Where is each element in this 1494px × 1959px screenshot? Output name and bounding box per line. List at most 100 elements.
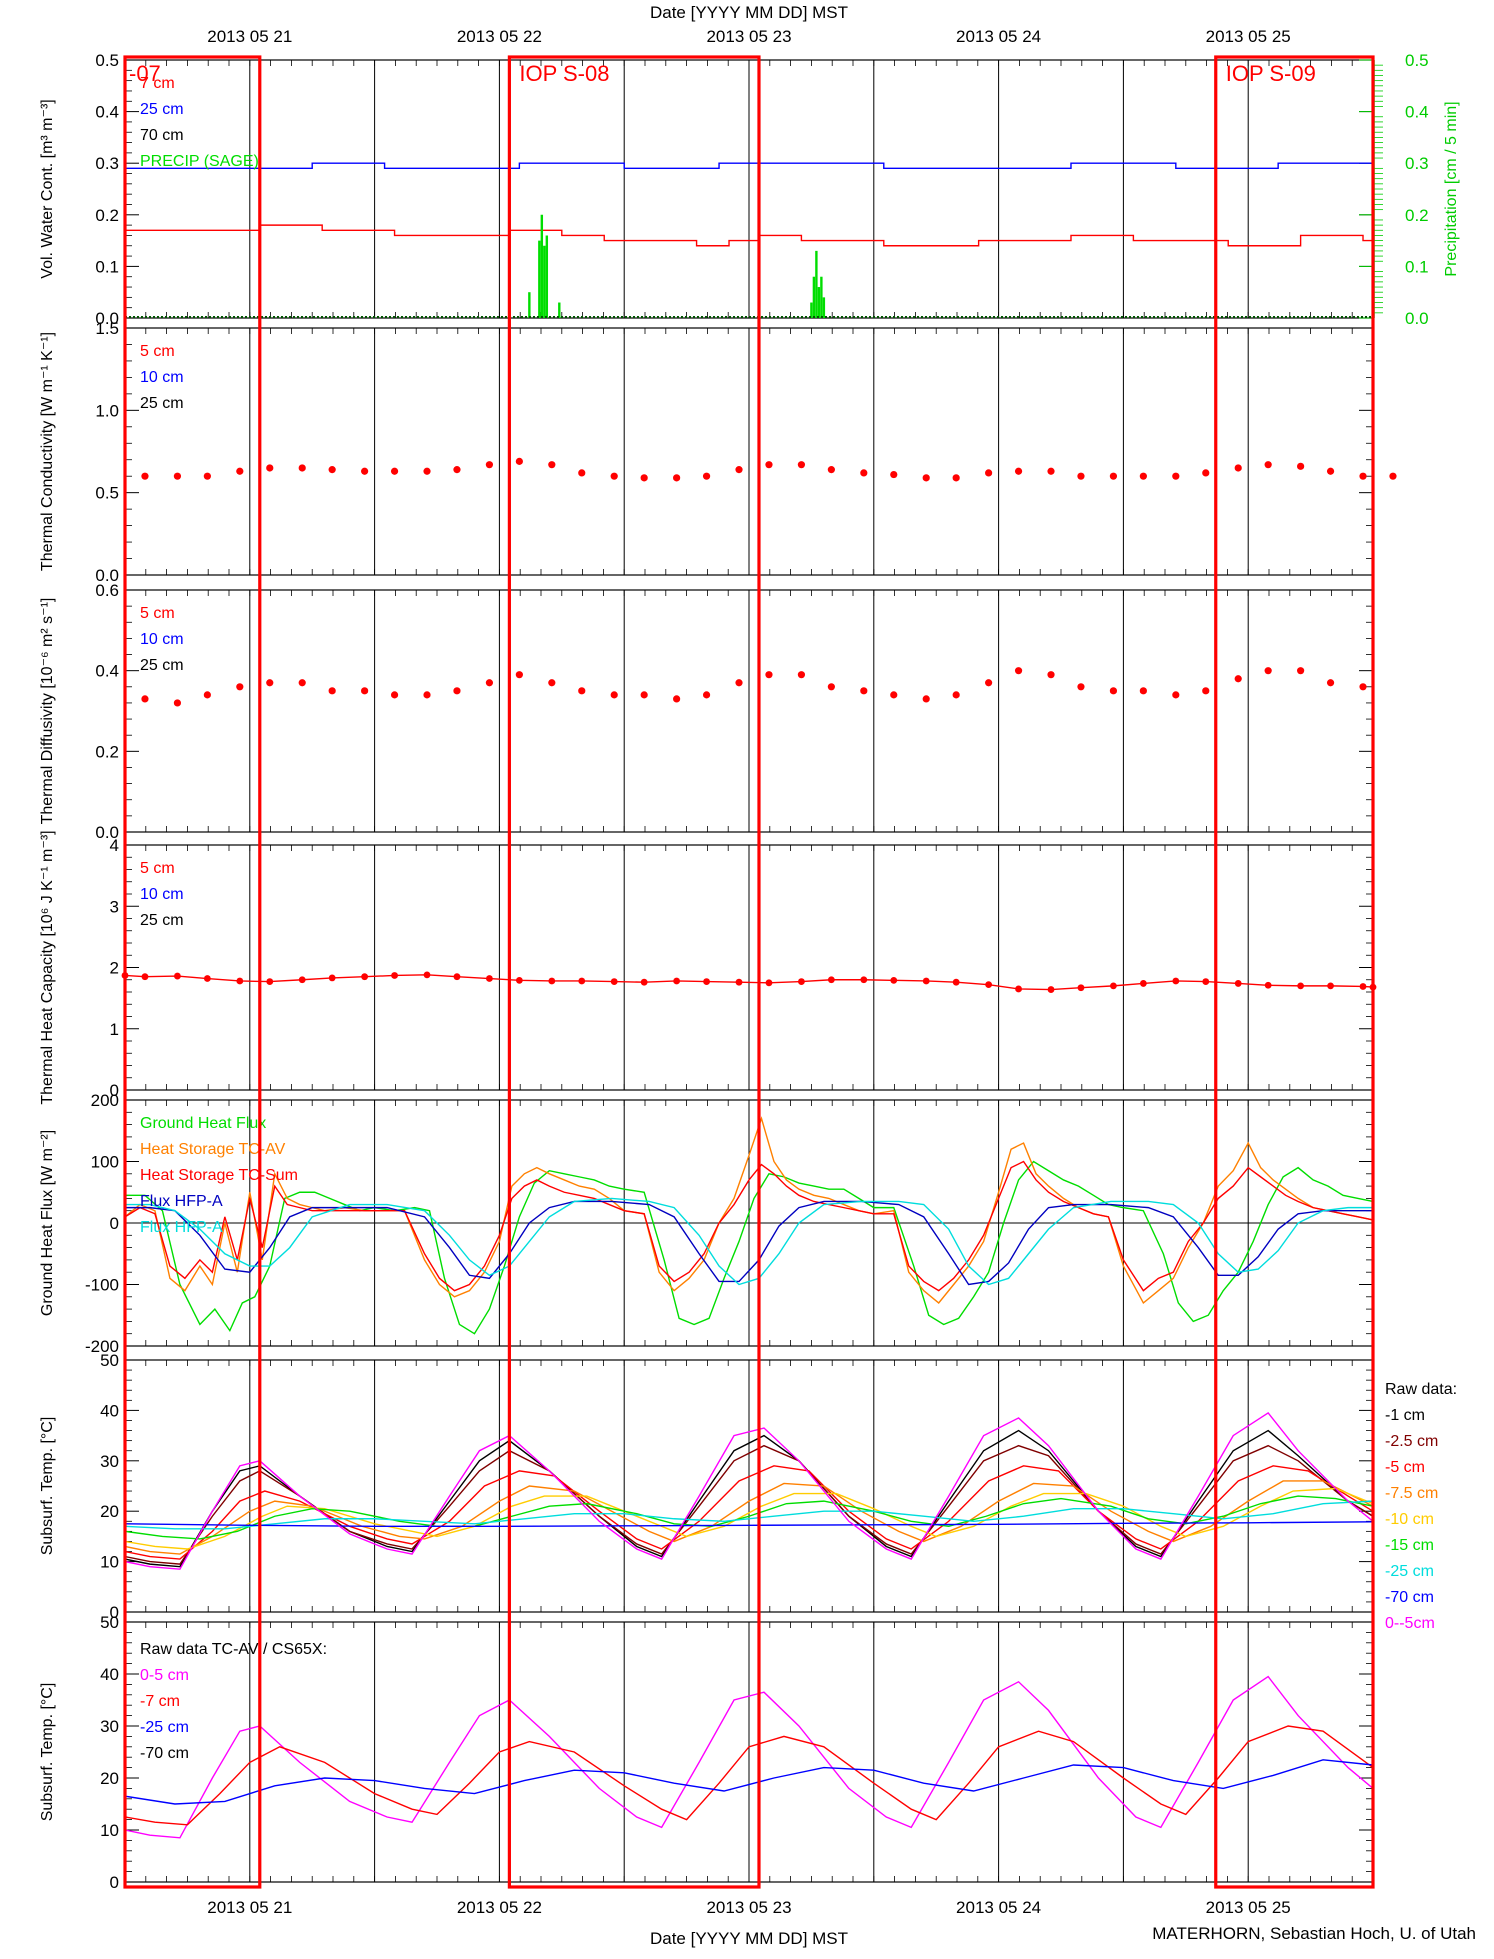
data-point	[1047, 467, 1055, 475]
data-point	[1109, 687, 1118, 695]
data-point	[390, 467, 399, 475]
data-point	[1077, 472, 1085, 480]
data-point	[673, 695, 681, 703]
legend-entry: 5 cm	[140, 343, 175, 360]
legend-entry: Ground Heat Flux	[140, 1115, 266, 1132]
data-point	[203, 691, 211, 699]
data-point	[1234, 675, 1242, 683]
data-point	[578, 687, 586, 695]
data-point	[1172, 977, 1180, 985]
data-point	[298, 976, 306, 984]
top-date-tick-label: 2013 05 22	[457, 27, 542, 46]
legend-entry: 25 cm	[140, 395, 184, 412]
data-point	[298, 464, 306, 472]
y-tick-label: 40	[100, 1665, 119, 1684]
legend-entry: 10 cm	[140, 886, 184, 903]
data-point	[765, 979, 773, 987]
data-point	[236, 977, 244, 985]
data-point	[1110, 982, 1117, 990]
y-tick-label: 0.4	[95, 662, 119, 681]
y-axis-label: Thermal Heat Capacity [10⁶ J K⁻¹ m⁻³]	[39, 830, 56, 1104]
data-point	[548, 977, 556, 985]
data-point	[1359, 983, 1367, 990]
bottom-date-tick-label: 2013 05 22	[457, 1898, 542, 1917]
y-tick-label: 50	[100, 1351, 119, 1370]
y-tick-label: 2	[110, 959, 119, 978]
data-point	[328, 466, 336, 474]
legend-entry: -25 cm	[1385, 1563, 1434, 1580]
legend-entry: Flux HFP-A	[140, 1193, 223, 1210]
legend-entry: -5 cm	[1385, 1459, 1425, 1476]
top-date-tick-label: 2013 05 25	[1206, 27, 1291, 46]
series-line	[124, 1411, 1374, 1570]
data-point	[1014, 467, 1023, 475]
y-tick-label: 0.4	[95, 103, 119, 122]
data-point	[203, 975, 211, 982]
legend-entry: Heat Storage TC-AV	[140, 1141, 286, 1158]
legend-entry: Heat Storage TC-Sum	[140, 1167, 298, 1184]
data-point	[1109, 472, 1118, 480]
data-point	[610, 978, 618, 985]
y2-tick-label: 0.4	[1405, 103, 1429, 122]
data-point	[985, 981, 993, 989]
data-point	[486, 975, 493, 982]
data-point	[266, 978, 274, 985]
legend-entry: -1 cm	[1385, 1407, 1425, 1424]
y-axis-label: Ground Heat Flux [W m⁻²]	[39, 1130, 56, 1316]
legend-entry: -25 cm	[140, 1719, 189, 1736]
data-point	[765, 671, 773, 679]
legend-entry: 10 cm	[140, 631, 184, 648]
data-point	[236, 467, 244, 475]
y-tick-label: 0.0	[95, 309, 119, 328]
data-point	[797, 461, 806, 469]
data-point	[952, 474, 960, 482]
series-line	[125, 1160, 1374, 1335]
data-point	[610, 691, 618, 699]
data-point	[203, 472, 211, 480]
iop-label: IOP S-08	[519, 61, 609, 86]
legend-entry: 5 cm	[140, 860, 175, 877]
bottom-date-tick-label: 2013 05 24	[956, 1898, 1041, 1917]
data-point	[236, 683, 244, 691]
legend-entry: 7 cm	[140, 75, 175, 92]
data-point	[1015, 985, 1022, 993]
y-tick-label: -100	[85, 1276, 119, 1295]
data-point	[141, 973, 149, 981]
y-tick-label: 10	[100, 1553, 119, 1572]
y-tick-label: 1	[110, 1020, 119, 1039]
data-point	[1077, 683, 1085, 691]
y-tick-label: 1.5	[95, 319, 119, 338]
top-date-tick-label: 2013 05 23	[706, 27, 791, 46]
data-point	[890, 691, 898, 699]
data-point	[173, 472, 182, 480]
data-point	[1077, 984, 1085, 992]
y2-axis-label: Precipitation [cm / 5 min]	[1443, 101, 1460, 276]
data-point	[173, 699, 182, 707]
series-line	[124, 1495, 1374, 1540]
legend-entry: 5 cm	[140, 605, 175, 622]
data-point	[1264, 667, 1272, 675]
y-tick-label: 3	[110, 897, 119, 916]
legend-entry: -70 cm	[140, 1745, 189, 1762]
y-tick-label: 0	[110, 1081, 119, 1100]
series-line	[125, 162, 1373, 170]
data-point	[890, 470, 898, 479]
y-tick-label: 20	[100, 1769, 119, 1788]
data-point	[423, 467, 431, 475]
data-point	[548, 461, 556, 469]
iop-label: IOP S-09	[1226, 61, 1316, 86]
series-line	[124, 1675, 1374, 1839]
legend-entry: 25 cm	[140, 912, 184, 929]
y-axis-label: Subsurf. Temp. [°C]	[39, 1417, 56, 1556]
data-point	[1359, 683, 1367, 691]
y-tick-label: 0.0	[95, 566, 119, 585]
data-point	[890, 976, 898, 984]
data-point	[985, 679, 993, 687]
series-line	[124, 1725, 1374, 1826]
iop-window	[1214, 55, 1375, 1889]
data-point	[361, 973, 369, 981]
data-point	[1014, 667, 1023, 675]
data-point	[765, 461, 773, 469]
data-point	[361, 687, 369, 695]
